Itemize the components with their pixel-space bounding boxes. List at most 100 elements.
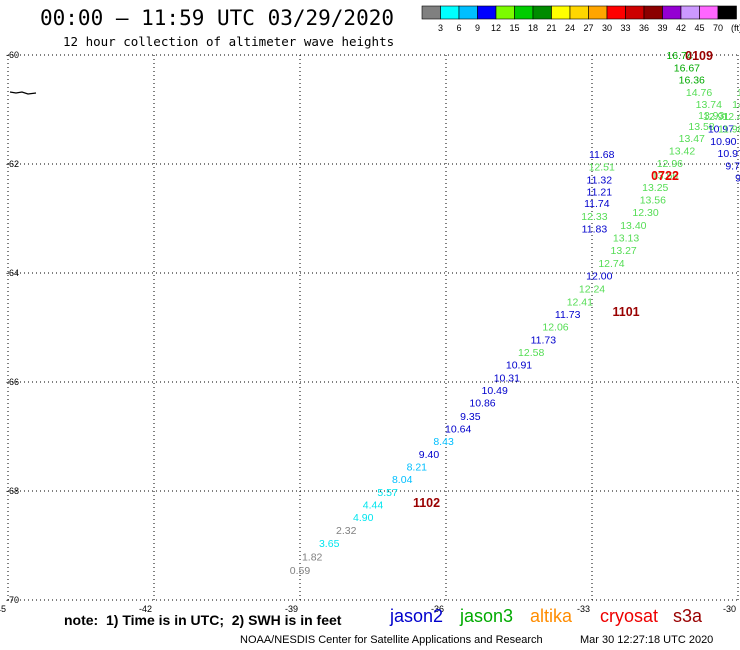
wave-height-point: 12.41	[567, 296, 593, 308]
wave-height-point: 13.74	[696, 99, 722, 111]
y-tick-label: -66	[6, 377, 19, 387]
x-tick-label: -36	[431, 604, 444, 614]
wave-height-point: 12.74	[598, 258, 624, 270]
color-scale-label: 3	[438, 23, 443, 33]
chart-title: 00:00 – 11:59 UTC 03/29/2020	[40, 6, 395, 30]
wave-height-point: 16.67	[674, 63, 700, 75]
wave-height-point: 8.04	[392, 474, 413, 486]
color-scale-label: 6	[456, 23, 461, 33]
wave-height-point: 11.98	[718, 124, 740, 136]
mission-jason2: jason2	[390, 606, 444, 626]
wave-height-point: 8.43	[433, 436, 454, 448]
wave-height-point: 10.86	[469, 398, 495, 410]
x-tick-label: -45	[0, 604, 6, 614]
wave-height-point: 12.96	[657, 158, 683, 170]
wave-height-point: 12.91	[703, 111, 729, 123]
wave-height-point: 13.91	[737, 87, 740, 99]
y-tick-label: -62	[6, 159, 19, 169]
footer-note: note: 1) Time is in UTC; 2) SWH is in fe…	[64, 612, 342, 628]
color-swatch	[717, 5, 737, 20]
wave-height-point: 13.56	[640, 194, 666, 206]
wave-height-point: 12.33	[581, 211, 607, 223]
generated-timestamp: Mar 30 12:27:18 UTC 2020	[580, 634, 714, 646]
wave-height-point: 13.47	[679, 133, 705, 145]
credit-line: NOAA/NESDIS Center for Satellite Applica…	[240, 634, 543, 646]
wave-height-point: 16.36	[679, 75, 705, 87]
wave-height-point: 4.90	[353, 512, 374, 524]
mission-cryosat: cryosat	[600, 606, 659, 626]
wave-height-point: 12.00	[586, 271, 612, 283]
wave-height-point: 1.82	[302, 551, 323, 563]
wave-height-point: 11.32	[587, 174, 613, 186]
chart-subtitle: 12 hour collection of altimeter wave hei…	[63, 34, 395, 49]
wave-height-point: 12.51	[589, 162, 615, 174]
mission-jason3: jason3	[460, 606, 514, 626]
coastline-island	[9, 91, 37, 95]
wave-height-point: 12.24	[579, 283, 605, 295]
wave-height-point: 5.57	[377, 487, 398, 499]
color-scale-label: 27	[583, 23, 593, 33]
wave-height-point: 13.25	[642, 182, 668, 194]
wave-height-point: 11.73	[555, 309, 581, 321]
wave-height-point: 11.68	[589, 149, 615, 161]
mission-altika: altika	[530, 606, 573, 626]
wave-height-point: 13.58	[688, 121, 714, 133]
color-scale-label: 70	[713, 23, 723, 33]
x-tick-label: -42	[139, 604, 152, 614]
x-tick-label: -30	[723, 604, 736, 614]
y-tick-label: -64	[6, 268, 19, 278]
wave-height-point: 12.30	[632, 207, 658, 219]
pass-time-label: 1101	[613, 305, 640, 319]
y-tick-label: -70	[6, 595, 19, 605]
wave-height-point: 8.21	[407, 461, 428, 473]
wave-height-point: 11.74	[584, 198, 610, 210]
wave-height-point: 9.40	[419, 449, 440, 461]
x-tick-label: -39	[285, 604, 298, 614]
pass-time-label: 0722	[651, 169, 679, 183]
mission-s3a: s3a	[673, 606, 703, 626]
wave-height-point: 4.44	[363, 500, 384, 512]
wave-height-point: 10.90	[710, 136, 736, 148]
color-scale-label: 39	[657, 23, 667, 33]
wave-height-point: 14.76	[686, 87, 712, 99]
color-scale-label: 33	[620, 23, 630, 33]
wave-height-point: 10.49	[482, 385, 508, 397]
x-tick-label: -33	[577, 604, 590, 614]
wave-height-point: 14.33	[732, 99, 740, 111]
color-scale-label: 30	[602, 23, 612, 33]
color-scale-label: 12	[491, 23, 501, 33]
wave-height-point: 13.56	[652, 170, 678, 182]
wave-height-point: 13.93	[698, 110, 724, 122]
wave-height-point: 11.21	[587, 186, 613, 198]
color-scale-label: 15	[509, 23, 519, 33]
wave-height-point: 10.31	[494, 373, 520, 385]
wave-height-point: 2.32	[336, 525, 357, 537]
wave-height-point: 10.97	[708, 124, 734, 136]
pass-time-label: 0109	[685, 49, 713, 63]
color-scale-label: 18	[528, 23, 538, 33]
wave-height-point: 10.64	[445, 423, 471, 435]
plot-area: -45 -42 -39 -36 -33 -30 -60 -62 -64 -66 -68 -70 0.59…	[0, 49, 740, 614]
wave-height-point: 12.06	[542, 321, 568, 333]
wave-height-point: 12.46	[722, 111, 740, 123]
wave-height-point: 13.40	[620, 220, 646, 232]
wave-height-point: 12.58	[518, 347, 544, 359]
color-scale-label: 24	[565, 23, 575, 33]
wave-height-point: 11.83	[582, 223, 608, 235]
color-scale-label: 9	[475, 23, 480, 33]
wave-height-point: 0.59	[290, 565, 311, 577]
wave-height-point: 9.76	[725, 161, 740, 173]
y-tick-label: -68	[6, 486, 19, 496]
wave-height-point: 13.27	[610, 245, 636, 257]
color-scale-label: 36	[639, 23, 649, 33]
wave-height-point: 9.84	[735, 173, 740, 185]
wave-height-point: 10.91	[506, 360, 532, 372]
color-scale-label: 45	[694, 23, 704, 33]
wave-height-point: 16.74	[666, 50, 692, 62]
color-scale-label: 42	[676, 23, 686, 33]
y-tick-label: -60	[6, 50, 19, 60]
wave-height-point: 10.97	[718, 148, 740, 160]
pass-time-label: 1102	[413, 496, 440, 510]
wave-height-point: 11.73	[531, 334, 557, 346]
